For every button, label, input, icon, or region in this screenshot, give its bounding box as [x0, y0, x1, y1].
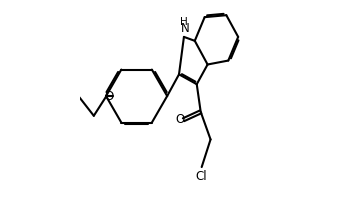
Text: N: N: [180, 22, 189, 35]
Text: Cl: Cl: [196, 170, 208, 183]
Text: O: O: [175, 113, 185, 126]
Text: H: H: [180, 17, 188, 27]
Text: O: O: [105, 90, 113, 103]
